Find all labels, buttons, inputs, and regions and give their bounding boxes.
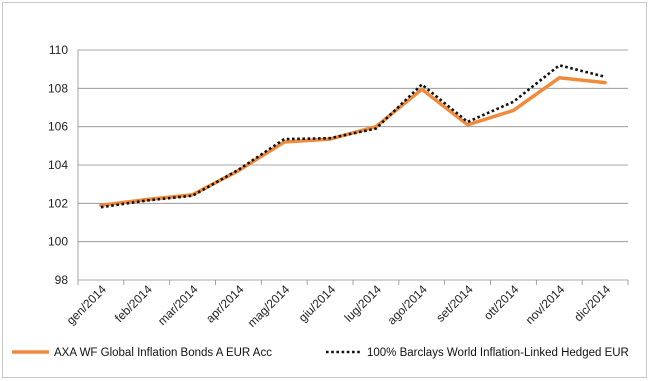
legend: AXA WF Global Inflation Bonds A EUR Acc 1… bbox=[12, 347, 629, 359]
x-tick-label: mar/2014 bbox=[155, 282, 201, 328]
series-line-1 bbox=[99, 76, 607, 207]
series-line-2 bbox=[100, 64, 606, 209]
chart-frame bbox=[2, 2, 647, 378]
y-tick-label: 106 bbox=[48, 120, 68, 134]
x-tick-label: giu/2014 bbox=[296, 282, 339, 325]
x-tick-label: mag/2014 bbox=[245, 282, 293, 330]
y-tick-label: 104 bbox=[48, 158, 68, 172]
series-lines bbox=[99, 64, 607, 209]
x-tick-label: ott/2014 bbox=[481, 282, 522, 323]
x-tick-label: apr/2014 bbox=[203, 282, 247, 326]
x-tick-label: lug/2014 bbox=[342, 282, 385, 325]
y-tick-label: 98 bbox=[55, 273, 69, 287]
x-tick-label: feb/2014 bbox=[112, 282, 155, 325]
x-tick-label: gen/2014 bbox=[64, 282, 110, 328]
legend-label-1: AXA WF Global Inflation Bonds A EUR Acc bbox=[54, 347, 272, 359]
y-tick-label: 108 bbox=[48, 81, 68, 95]
y-axis: 98 100 102 104 106 108 110 bbox=[48, 43, 79, 287]
x-tick-label: set/2014 bbox=[433, 282, 476, 325]
gridlines bbox=[78, 49, 628, 281]
y-tick-label: 110 bbox=[49, 43, 68, 57]
legend-label-2: 100% Barclays World Inflation-Linked Hed… bbox=[367, 347, 629, 359]
y-tick-label: 100 bbox=[48, 235, 68, 249]
x-tick-label: ago/2014 bbox=[385, 282, 431, 328]
x-axis: gen/2014 feb/2014 mar/2014 apr/2014mag/2014… bbox=[64, 280, 629, 330]
y-tick-label: 102 bbox=[48, 196, 68, 210]
x-tick-label: dic/2014 bbox=[571, 282, 613, 324]
x-tick-label: nov/2014 bbox=[523, 282, 568, 327]
